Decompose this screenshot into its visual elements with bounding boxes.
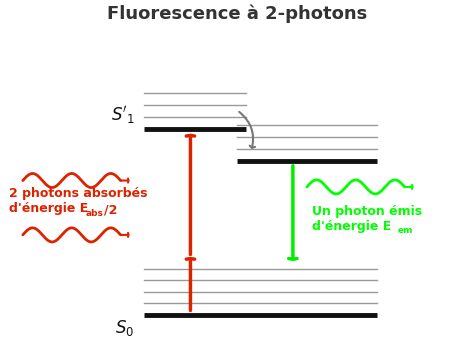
Text: 2 photons absorbés
d'énergie E: 2 photons absorbés d'énergie E xyxy=(9,187,147,215)
Text: em: em xyxy=(398,226,413,234)
Text: $S_0$: $S_0$ xyxy=(115,318,135,338)
Text: Un photon émis
d'énergie E: Un photon émis d'énergie E xyxy=(311,205,422,233)
Text: abs: abs xyxy=(86,208,103,218)
Text: $S'_1$: $S'_1$ xyxy=(110,104,135,126)
Text: /2: /2 xyxy=(104,204,118,217)
Title: Fluorescence à 2-photons: Fluorescence à 2-photons xyxy=(107,4,367,23)
